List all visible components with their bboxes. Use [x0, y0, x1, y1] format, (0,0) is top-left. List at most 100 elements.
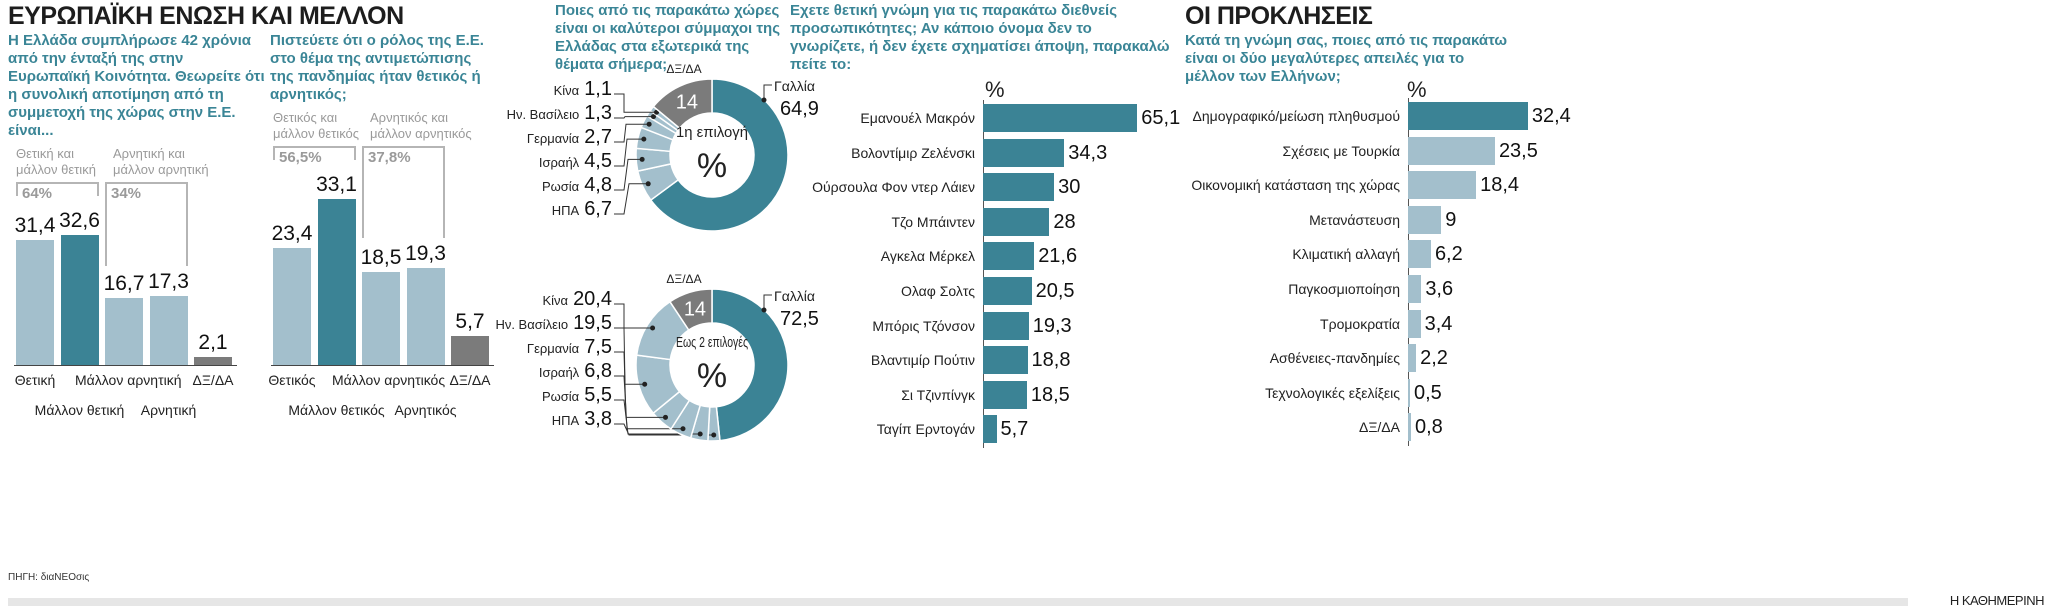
- hbar: [983, 415, 997, 444]
- slice-value: 64,9: [780, 98, 819, 120]
- slice-label: Γερμανία: [527, 131, 580, 146]
- slice-value: 14: [676, 92, 698, 114]
- row-label: Ασθένειες-πανδημίες: [1269, 350, 1400, 367]
- category-label: Αρνητική: [140, 402, 197, 418]
- main-title: ΕΥΡΩΠΑΪΚΗ ΕΝΩΣΗ ΚΑΙ ΜΕΛΛΟΝ: [8, 2, 404, 30]
- baseline: [271, 365, 494, 366]
- slice-value: 19,5: [573, 312, 612, 334]
- slice-value: 72,5: [780, 308, 819, 330]
- category-label: Μάλλον αρνητικός: [332, 372, 446, 388]
- hbar: [983, 277, 1032, 305]
- row-label: Τρομοκρατία: [1320, 315, 1400, 332]
- category-label: Θετικός: [268, 372, 316, 388]
- unit-label: %: [1407, 77, 1427, 102]
- category-label: ΔΞ/ΔΑ: [449, 372, 491, 388]
- category-label: Θετική: [14, 372, 56, 388]
- category-label: Μάλλον αρνητική: [75, 372, 182, 388]
- brand-logo: Η ΚΑΘΗΜΕΡΙΝΗ: [1949, 593, 2045, 608]
- slice-label: Ισραήλ: [539, 155, 580, 170]
- slice-value: 4,5: [584, 150, 612, 172]
- group-total: 34%: [111, 185, 142, 202]
- slice-label: Ισραήλ: [539, 365, 580, 380]
- donut-unit: %: [697, 357, 727, 395]
- slice-label: ΔΞ/ΔΑ: [666, 272, 701, 286]
- row-label: Κλιματική αλλαγή: [1292, 246, 1400, 263]
- slice-label: Κίνα: [554, 83, 580, 98]
- leader-line: [763, 84, 772, 100]
- bar: [451, 336, 489, 365]
- slice-value: 14: [684, 299, 706, 321]
- bar-value: 23,5: [1498, 139, 1538, 162]
- bar: [406, 268, 445, 365]
- leader-dot: [761, 97, 767, 103]
- unit-label: %: [985, 77, 1005, 102]
- group-label: Αρνητικός και μάλλον αρνητικός: [370, 110, 472, 141]
- group-total: 64%: [22, 185, 53, 202]
- source-note: ΠΗΓΗ: διαΝΕΟσις: [8, 572, 90, 583]
- leader-dot: [642, 381, 648, 387]
- leader-dot: [645, 181, 651, 187]
- leader-dot: [650, 325, 656, 331]
- hbar: [983, 104, 1138, 132]
- hbar: [983, 207, 1050, 236]
- bar-value: 16,7: [103, 272, 145, 296]
- group-label: Θετική και μάλλον θετική: [16, 146, 96, 177]
- hbar: [1408, 378, 1410, 407]
- leader-line: [614, 116, 654, 119]
- group-total: 37,8%: [368, 149, 411, 166]
- row-label: Βολοντίμιρ Ζελένσκι: [851, 144, 975, 161]
- leader-dot: [697, 431, 703, 437]
- bar: [194, 356, 232, 365]
- slice-label: Κίνα: [542, 293, 568, 308]
- hbar: [1408, 344, 1417, 373]
- bar-value: 3,6: [1425, 278, 1454, 300]
- row-label: Τεχνολογικές εξελίξεις: [1265, 384, 1400, 401]
- leader-dot: [662, 414, 668, 420]
- leader-line: [614, 158, 643, 191]
- donut-slice: [711, 288, 789, 442]
- donut-center-label: 1η επιλογή: [676, 124, 748, 141]
- donut-slice: [668, 288, 713, 332]
- row-label: Δημογραφικό/μείωση πληθυσμού: [1192, 108, 1400, 124]
- slice-label: Γαλλία: [774, 288, 815, 304]
- row-label: Ταγίπ Ερντογάν: [876, 421, 975, 438]
- category-label: Αρνητικός: [394, 402, 457, 418]
- slice-label: Ρωσία: [542, 389, 580, 404]
- hbar: [1408, 413, 1411, 442]
- bar: [105, 298, 143, 365]
- row-label: Σι Τζινπίνγκ: [901, 386, 975, 403]
- hbar: [1408, 102, 1528, 130]
- donut-slice: [649, 78, 789, 232]
- question-eu-membership: Η Ελλάδα συμπλήρωσε 42 χρόνια από την έν…: [8, 32, 265, 139]
- group-bracket: [16, 182, 99, 196]
- bar-value: 5,7: [1000, 418, 1029, 441]
- bar-value: 23,4: [271, 221, 313, 245]
- row-label: Ούρσουλα Φον ντερ Λάιεν: [812, 179, 975, 196]
- group-label: Αρνητική και μάλλον αρνητική: [113, 146, 209, 177]
- question-personalities: Εχετε θετική γνώμη για τις παρακάτω διεθ…: [790, 2, 1170, 73]
- slice-label: ΔΞ/ΔΑ: [666, 62, 701, 76]
- footer-band: [8, 598, 1908, 606]
- leader-line: [614, 93, 657, 113]
- hbar: [983, 380, 1027, 409]
- bar-value: 2,2: [1420, 347, 1448, 370]
- slice-label: Ρωσία: [542, 179, 580, 194]
- slice-value: 6,7: [584, 198, 612, 220]
- hbar: [1408, 205, 1442, 234]
- bar-value: 5,7: [455, 310, 485, 334]
- row-label: Οικονομική κατάσταση της χώρας: [1191, 177, 1400, 194]
- hbar: [983, 346, 1028, 375]
- slice-label: Γαλλία: [774, 78, 815, 94]
- slice-value: 5,5: [584, 384, 612, 406]
- slice-value: 7,5: [584, 336, 612, 358]
- bar: [60, 235, 99, 365]
- donut-unit: %: [697, 147, 727, 185]
- leader-dot: [680, 426, 686, 432]
- bar-value: 0,8: [1414, 416, 1443, 439]
- slice-label: ΗΠΑ: [552, 203, 580, 218]
- leader-dot: [646, 121, 652, 127]
- hbar: [983, 173, 1055, 202]
- bar: [273, 247, 311, 365]
- row-label: Σχέσεις με Τουρκία: [1282, 142, 1400, 159]
- leader-dot: [711, 432, 717, 438]
